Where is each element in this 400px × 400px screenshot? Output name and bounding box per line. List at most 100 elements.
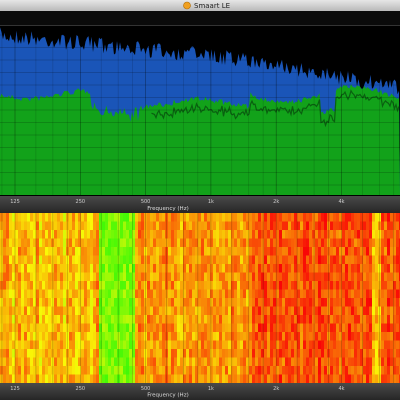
spectrograph-cell [57, 315, 60, 324]
spectrograph-cell [12, 357, 15, 366]
spectrograph-cell [336, 298, 339, 307]
spectrograph-cell [177, 349, 180, 358]
spectrograph-cell [48, 247, 51, 256]
spectrograph-cell [387, 247, 390, 256]
spectrograph-cell [63, 357, 66, 366]
spectrograph-cell [330, 221, 333, 230]
spectrograph-cell [135, 247, 138, 256]
spectrograph-cell [189, 349, 192, 358]
spectrograph-cell [345, 349, 348, 358]
spectrograph-cell [231, 221, 234, 230]
spectrograph-cell [96, 366, 99, 375]
spectrograph-cell [36, 306, 39, 315]
spectrograph-cell [360, 349, 363, 358]
spectrograph-cell [240, 349, 243, 358]
spectrograph-cell [78, 306, 81, 315]
spectrograph-cell [363, 213, 366, 222]
spectrograph-cell [360, 323, 363, 332]
spectrograph-cell [252, 357, 255, 366]
spectrograph-cell [6, 357, 9, 366]
spectrograph-cell [141, 374, 144, 383]
spectrograph-cell [285, 230, 288, 239]
spectrograph-cell [27, 357, 30, 366]
spectrograph-cell [147, 264, 150, 273]
spectrograph-cell [366, 332, 369, 341]
spectrograph-cell [141, 349, 144, 358]
spectrograph-cell [201, 264, 204, 273]
spectrograph-cell [234, 289, 237, 298]
spectrograph-cell [246, 315, 249, 324]
spectrograph-cell [300, 221, 303, 230]
spectrograph-cell [183, 272, 186, 281]
spectrograph-cell [45, 357, 48, 366]
spectrograph-cell [189, 357, 192, 366]
spectrograph-cell [192, 374, 195, 383]
spectrograph-cell [114, 221, 117, 230]
spectrograph-cell [69, 289, 72, 298]
spectrograph-cell [354, 230, 357, 239]
spectrograph-cell [21, 340, 24, 349]
spectrograph-cell [273, 340, 276, 349]
spectrograph-cell [120, 289, 123, 298]
spectrograph-cell [36, 221, 39, 230]
spectrograph-cell [270, 323, 273, 332]
spectrograph-cell [384, 340, 387, 349]
spectrograph-cell [144, 323, 147, 332]
spectrograph-cell [339, 306, 342, 315]
spectrograph-cell [27, 221, 30, 230]
spectrograph-cell [162, 306, 165, 315]
spectrograph-cell [396, 255, 399, 264]
spectrograph-cell [330, 272, 333, 281]
spectrum-green [0, 84, 400, 195]
spectrograph-cell [219, 374, 222, 383]
spectrograph-cell [45, 340, 48, 349]
spectrograph-cell [381, 323, 384, 332]
spectrograph-cell [27, 289, 30, 298]
spectrograph-cell [120, 349, 123, 358]
spectrograph-cell [66, 298, 69, 307]
spectrograph-cell [366, 323, 369, 332]
spectrograph-cell [306, 264, 309, 273]
spectrograph-cell [126, 289, 129, 298]
spectrograph-cell [279, 323, 282, 332]
spectrograph-cell [315, 357, 318, 366]
spectrograph-cell [393, 281, 396, 290]
spectrograph-cell [36, 213, 39, 222]
spectrograph-cell [228, 366, 231, 375]
spectrograph-cell [375, 366, 378, 375]
spectrograph-cell [0, 357, 3, 366]
spectrograph-cell [372, 289, 375, 298]
spectrograph-cell [183, 230, 186, 239]
spectrograph-cell [117, 272, 120, 281]
spectrograph-cell [288, 255, 291, 264]
spectrograph-cell [291, 298, 294, 307]
spectrograph-cell [279, 315, 282, 324]
spectrograph-cell [15, 221, 18, 230]
spectrograph-cell [336, 315, 339, 324]
spectrograph-cell [90, 366, 93, 375]
spectrograph-cell [3, 298, 6, 307]
spectrograph-cell [15, 272, 18, 281]
spectrograph-cell [111, 332, 114, 341]
spectrograph-cell [120, 332, 123, 341]
spectrograph-cell [387, 306, 390, 315]
spectrograph-cell [36, 374, 39, 383]
spectrograph-cell [333, 374, 336, 383]
spectrograph-cell [6, 340, 9, 349]
spectrograph-cell [234, 230, 237, 239]
spectrograph-cell [36, 340, 39, 349]
spectrograph-cell [102, 272, 105, 281]
spectrograph-cell [63, 340, 66, 349]
spectrograph-cell [354, 340, 357, 349]
spectrograph-cell [204, 238, 207, 247]
spectrograph-cell [51, 221, 54, 230]
spectrograph-cell [48, 340, 51, 349]
spectrograph-cell [102, 213, 105, 222]
spectrograph-cell [156, 374, 159, 383]
spectrograph-cell [216, 272, 219, 281]
spectrograph-cell [231, 289, 234, 298]
spectrograph-cell [345, 298, 348, 307]
spectrograph-cell [162, 255, 165, 264]
spectrograph-cell [384, 366, 387, 375]
spectrograph-cell [294, 306, 297, 315]
